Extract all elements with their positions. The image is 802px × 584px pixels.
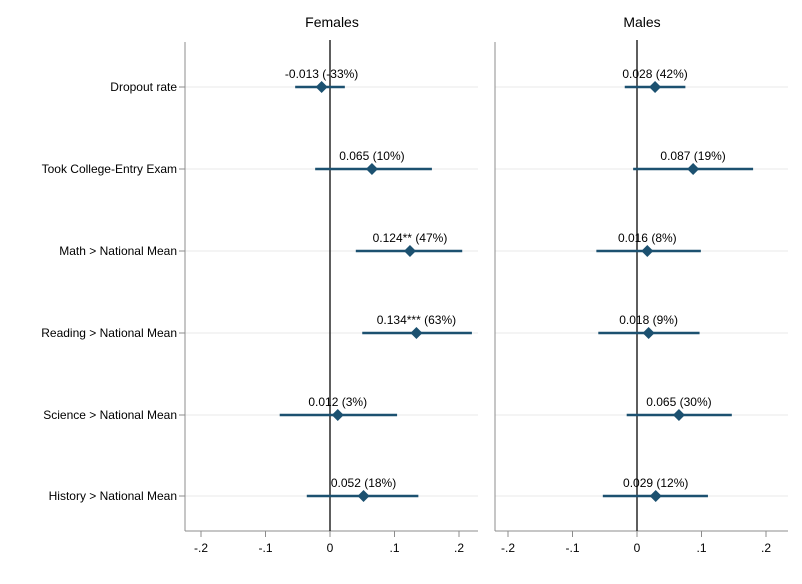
point-label: 0.052 (18%) [331,476,396,490]
category-label: Math > National Mean [59,244,177,258]
panel-title-males: Males [623,14,661,30]
point-label: -0.013 (-33%) [285,67,358,81]
x-tick-label: .1 [389,541,399,555]
point-marker [642,327,655,339]
x-tick-label: -.2 [501,541,515,555]
point-label: 0.028 (42%) [622,67,687,81]
point-label: 0.012 (3%) [308,395,367,409]
point-label: 0.124** (47%) [373,231,448,245]
point-marker [410,327,423,339]
x-tick-label: .2 [454,541,464,555]
point-marker [331,409,344,421]
point-marker [672,409,685,421]
x-tick-label: -.1 [565,541,579,555]
point-marker [315,81,328,93]
category-label: Dropout rate [110,80,177,94]
point-label: 0.065 (10%) [339,149,404,163]
x-tick-label: .1 [696,541,706,555]
point-marker [357,490,370,502]
panel-title-females: Females [305,14,359,30]
category-label: Took College-Entry Exam [42,162,177,176]
point-marker [687,163,700,175]
point-marker [641,245,654,257]
point-label: 0.029 (12%) [623,476,688,490]
x-tick-label: -.1 [258,541,272,555]
point-marker [403,245,416,257]
category-label: Reading > National Mean [41,326,177,340]
point-label: 0.018 (9%) [619,313,678,327]
point-marker [365,163,378,175]
point-label: 0.065 (30%) [646,395,711,409]
point-label: 0.016 (8%) [618,231,677,245]
category-label: History > National Mean [49,489,177,503]
point-label: 0.134*** (63%) [377,313,456,327]
point-marker [649,81,662,93]
x-tick-label: 0 [634,541,641,555]
x-tick-label: -.2 [194,541,208,555]
point-label: 0.087 (19%) [660,149,725,163]
x-tick-label: 0 [327,541,334,555]
x-tick-label: .2 [761,541,771,555]
point-marker [649,490,662,502]
category-label: Science > National Mean [43,408,177,422]
